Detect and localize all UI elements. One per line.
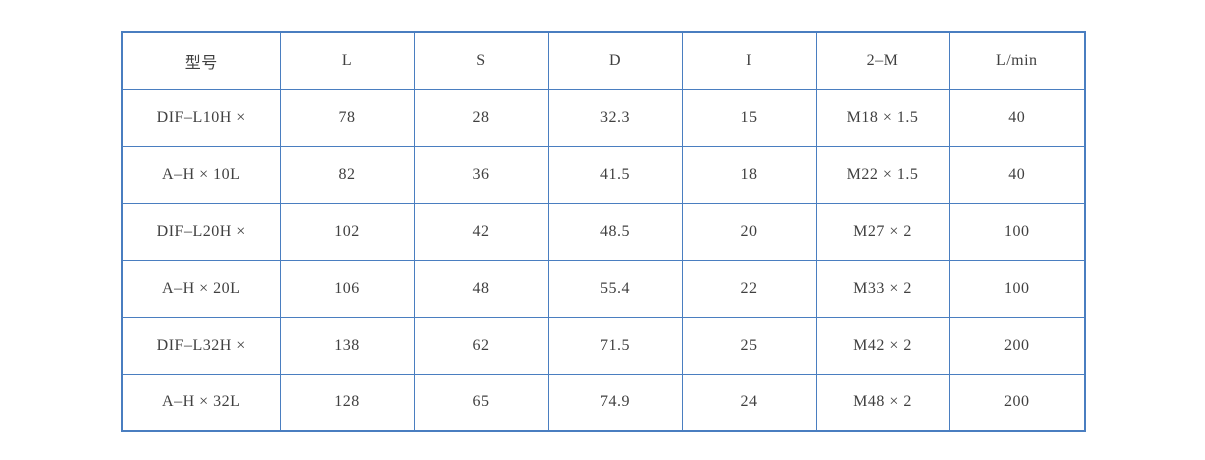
cell-2m: M42 × 2	[815, 316, 950, 375]
cell-lmin: 200	[948, 316, 1086, 375]
cell-l: 78	[279, 88, 415, 147]
cell-l: 102	[279, 202, 415, 261]
cell-d: 74.9	[547, 373, 683, 432]
cell-2m: M33 × 2	[815, 259, 950, 318]
table-row: DIF–L10H × 78 28 32.3 15 M18 × 1.5 40	[121, 88, 1086, 147]
cell-lmin: 40	[948, 145, 1086, 204]
cell-lmin: 100	[948, 202, 1086, 261]
cell-i: 22	[681, 259, 817, 318]
cell-2m: M48 × 2	[815, 373, 950, 432]
cell-d: 32.3	[547, 88, 683, 147]
cell-lmin: 100	[948, 259, 1086, 318]
cell-i: 15	[681, 88, 817, 147]
table-row: DIF–L20H × 102 42 48.5 20 M27 × 2 100	[121, 202, 1086, 261]
cell-d: 41.5	[547, 145, 683, 204]
cell-lmin: 200	[948, 373, 1086, 432]
spec-table: 型号 L S D I 2–M L/min DIF–L10H × 78 28 32…	[121, 31, 1086, 432]
column-header-i: I	[681, 31, 817, 90]
cell-2m: M22 × 1.5	[815, 145, 950, 204]
spec-table-container: 型号 L S D I 2–M L/min DIF–L10H × 78 28 32…	[121, 31, 1086, 432]
column-header-2m: 2–M	[815, 31, 950, 90]
cell-2m: M18 × 1.5	[815, 88, 950, 147]
cell-2m: M27 × 2	[815, 202, 950, 261]
column-header-model: 型号	[121, 31, 281, 90]
cell-s: 48	[413, 259, 549, 318]
cell-i: 20	[681, 202, 817, 261]
cell-l: 128	[279, 373, 415, 432]
cell-model: DIF–L20H ×	[121, 202, 281, 261]
cell-s: 28	[413, 88, 549, 147]
cell-model: A–H × 32L	[121, 373, 281, 432]
cell-d: 71.5	[547, 316, 683, 375]
cell-s: 65	[413, 373, 549, 432]
cell-l: 138	[279, 316, 415, 375]
column-header-l: L	[279, 31, 415, 90]
cell-i: 18	[681, 145, 817, 204]
table-row: DIF–L32H × 138 62 71.5 25 M42 × 2 200	[121, 316, 1086, 375]
cell-s: 62	[413, 316, 549, 375]
cell-model: A–H × 20L	[121, 259, 281, 318]
column-header-s: S	[413, 31, 549, 90]
cell-s: 36	[413, 145, 549, 204]
cell-d: 55.4	[547, 259, 683, 318]
cell-model: DIF–L32H ×	[121, 316, 281, 375]
cell-s: 42	[413, 202, 549, 261]
column-header-lmin: L/min	[948, 31, 1086, 90]
table-header-row: 型号 L S D I 2–M L/min	[121, 31, 1086, 90]
cell-i: 25	[681, 316, 817, 375]
cell-lmin: 40	[948, 88, 1086, 147]
cell-l: 82	[279, 145, 415, 204]
table-row: A–H × 10L 82 36 41.5 18 M22 × 1.5 40	[121, 145, 1086, 204]
column-header-d: D	[547, 31, 683, 90]
cell-model: A–H × 10L	[121, 145, 281, 204]
cell-d: 48.5	[547, 202, 683, 261]
cell-i: 24	[681, 373, 817, 432]
cell-model: DIF–L10H ×	[121, 88, 281, 147]
table-row: A–H × 32L 128 65 74.9 24 M48 × 2 200	[121, 373, 1086, 432]
table-row: A–H × 20L 106 48 55.4 22 M33 × 2 100	[121, 259, 1086, 318]
cell-l: 106	[279, 259, 415, 318]
